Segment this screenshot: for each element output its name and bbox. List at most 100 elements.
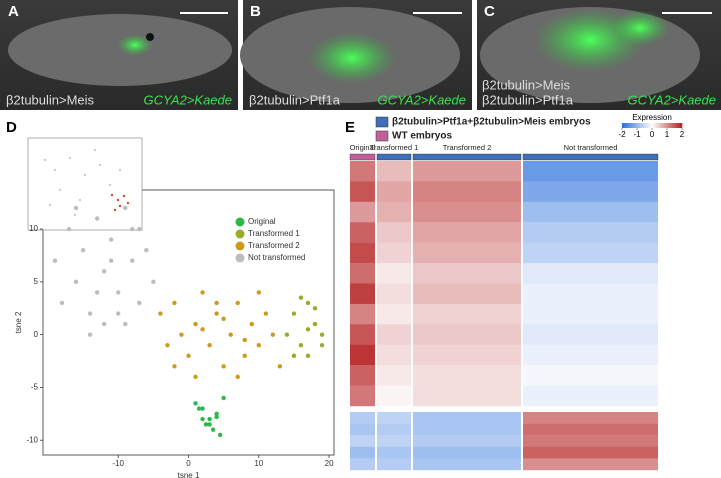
heat-cell [377,365,411,386]
point [200,416,205,422]
point [66,226,72,232]
scale-tick-label: 0 [650,130,655,139]
point [151,279,156,285]
y-tick-label: 5 [34,277,39,286]
y-tick-label: -10 [26,435,38,444]
heat-cell [523,201,658,223]
point [263,311,269,316]
y-tick-label: 0 [34,330,39,339]
group-label: Transformed 2 [443,143,492,152]
scale-bar [642,123,645,128]
point [214,311,219,316]
point [193,321,198,327]
scale-bar [674,123,677,128]
heat-cell [413,303,521,325]
point [137,226,142,232]
point [101,321,107,327]
point [193,374,198,380]
scale-bar [680,123,683,128]
heat-cell [523,458,658,471]
y-axis-label: tsne 2 [14,311,23,333]
point [207,342,212,348]
scale-tick-label: -2 [618,130,626,139]
point [249,321,254,327]
scale-bar [668,123,671,128]
y-tick-label: -5 [31,383,39,392]
point [80,247,86,253]
panel-label: A [8,3,19,20]
point [116,290,121,295]
point [87,311,93,316]
scale-bar [664,123,667,128]
heat-cell [413,263,521,284]
heat-cell [350,423,375,436]
scale-bar [634,123,637,128]
heat-cell [413,365,521,386]
heat-cell [413,201,521,223]
heat-cell [350,161,375,182]
scale-bar [652,123,655,128]
scale-bar [644,123,647,128]
heat-cell [377,222,411,243]
inset [27,137,143,231]
point [130,226,135,232]
x-tick-label: 0 [186,459,191,468]
heat-cell [413,446,521,459]
heat-cell [377,201,411,223]
point [108,237,114,242]
point [305,300,311,306]
panel-label: E [345,119,355,136]
scale-bar [630,123,633,128]
point [203,422,209,427]
construct-label: β2tubulin>Meis [482,77,571,92]
legend-label: Transformed 1 [248,229,300,238]
heat-cell [350,344,375,366]
point [242,353,247,358]
legend-swatch [235,229,245,239]
heat-cell [377,446,411,459]
heat-cell [350,385,375,407]
point [59,300,65,306]
point [319,342,325,348]
point [87,332,93,337]
point [312,306,318,311]
construct-label: β2tubulin>Meis [6,92,95,107]
image-b [240,0,472,110]
panel-label: B [250,3,261,20]
scale-tick-label: 1 [665,130,670,139]
heat-cell [523,303,658,325]
point [214,411,219,417]
heat-cell [523,446,658,459]
heat-cell [377,324,411,345]
legend-swatch [235,217,245,227]
point [200,327,205,332]
construct-label: β2tubulin>Ptf1a [482,92,574,107]
point [172,300,177,306]
point [228,332,233,337]
group-bar [376,153,412,161]
panel-label: C [484,3,495,20]
construct-label: β2tubulin>Ptf1a [249,92,341,107]
heat-cell [413,242,521,264]
point [284,332,290,337]
heat-cell [377,242,411,264]
heat-cell [350,446,375,459]
heat-cell [523,412,658,424]
scale-bar [626,123,629,128]
scale-title: Expression [632,113,672,122]
point [214,414,219,420]
point [242,337,247,343]
point [73,205,79,211]
point [144,247,149,253]
scale-bar [678,123,681,128]
heat-cell [413,181,521,203]
point [101,269,107,274]
heat-cell [350,222,375,243]
heat-cell [377,344,411,366]
scale-bar [662,123,665,128]
scale-bar [624,123,627,128]
heat-cell [523,435,658,447]
scale-tick-label: -1 [633,130,641,139]
heat-cell [413,412,521,424]
point [221,364,226,369]
